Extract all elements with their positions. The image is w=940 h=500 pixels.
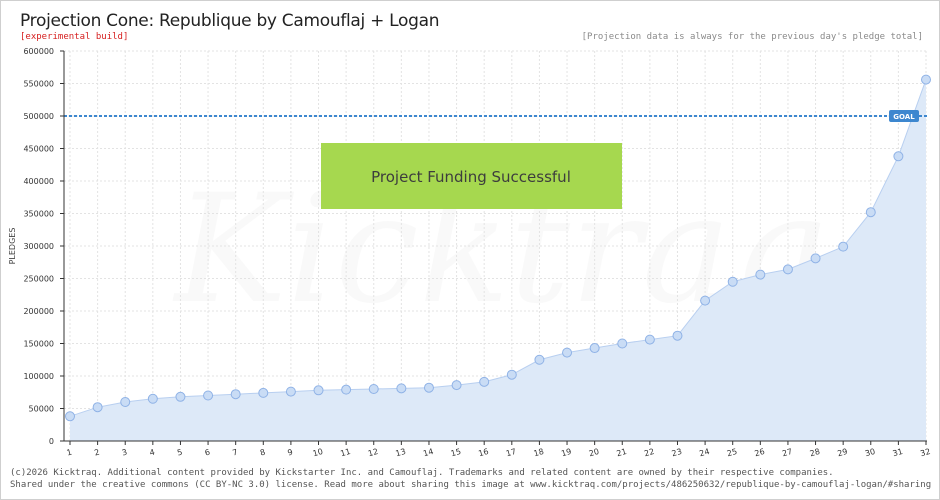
data-point bbox=[865, 207, 876, 218]
x-tick-label: 13 bbox=[395, 447, 407, 458]
x-tick-label: 1 bbox=[66, 448, 73, 458]
data-point bbox=[203, 390, 214, 401]
x-tick-label: 12 bbox=[367, 447, 379, 458]
pledge-area bbox=[70, 79, 926, 441]
y-tick-label: 50000 bbox=[29, 405, 54, 414]
x-tick-label: 30 bbox=[864, 447, 876, 458]
x-tick-label: 15 bbox=[450, 447, 462, 458]
data-point bbox=[893, 151, 904, 162]
y-tick-label: 100000 bbox=[23, 372, 54, 381]
data-point bbox=[589, 343, 600, 354]
data-point bbox=[230, 389, 241, 400]
projection-note: [Projection data is always for the previ… bbox=[581, 32, 923, 42]
data-point bbox=[285, 386, 296, 397]
x-tick-label: 9 bbox=[287, 448, 294, 458]
data-point bbox=[727, 276, 738, 287]
y-tick-label: 300000 bbox=[23, 242, 54, 251]
success-banner bbox=[321, 143, 622, 209]
data-point bbox=[147, 393, 158, 404]
x-tick-label: 19 bbox=[560, 447, 572, 458]
x-tick-label: 32 bbox=[919, 447, 931, 458]
y-tick-label: 400000 bbox=[23, 177, 54, 186]
data-point bbox=[534, 354, 545, 365]
goal-label: GOAL bbox=[893, 113, 915, 121]
x-tick-label: 25 bbox=[726, 447, 738, 458]
x-tick-label: 6 bbox=[204, 448, 211, 458]
x-tick-label: 17 bbox=[505, 447, 517, 458]
data-point bbox=[175, 391, 186, 402]
y-tick-label: 600000 bbox=[23, 47, 54, 56]
data-point bbox=[396, 383, 407, 394]
x-tick-label: 24 bbox=[698, 447, 710, 458]
data-point bbox=[479, 376, 490, 387]
chart-title: Projection Cone: Republique by Camouflaj… bbox=[20, 11, 440, 31]
copyright-footer: (c)2026 Kicktraq. Additional content pro… bbox=[10, 467, 931, 491]
y-tick-label: 500000 bbox=[23, 112, 54, 121]
footer-line-2: Shared under the creative commons (CC BY… bbox=[10, 480, 932, 490]
data-point bbox=[644, 334, 655, 345]
x-tick-label: 4 bbox=[149, 448, 156, 458]
x-tick-label: 14 bbox=[422, 447, 434, 458]
x-tick-label: 22 bbox=[643, 447, 655, 458]
x-tick-label: 26 bbox=[754, 447, 766, 458]
x-tick-label: 10 bbox=[312, 447, 324, 458]
y-tick-label: 0 bbox=[49, 437, 54, 446]
y-tick-label: 150000 bbox=[23, 340, 54, 349]
data-point bbox=[672, 330, 683, 341]
x-tick-label: 31 bbox=[892, 447, 904, 458]
y-tick-label: 200000 bbox=[23, 307, 54, 316]
x-tick-label: 8 bbox=[259, 448, 266, 458]
data-point bbox=[617, 338, 628, 349]
build-label: [experimental build] bbox=[20, 32, 129, 42]
y-tick-label: 550000 bbox=[23, 80, 54, 89]
x-tick-label: 2 bbox=[93, 448, 100, 458]
x-tick-label: 21 bbox=[616, 447, 628, 458]
data-point bbox=[341, 384, 352, 395]
x-tick-label: 29 bbox=[836, 447, 848, 458]
data-point bbox=[562, 347, 573, 358]
data-point bbox=[92, 402, 103, 413]
data-point bbox=[313, 385, 324, 396]
data-point bbox=[368, 384, 379, 394]
y-tick-label: 250000 bbox=[23, 275, 54, 284]
x-tick-label: 23 bbox=[671, 447, 683, 458]
y-axis-label: PLEDGES bbox=[8, 228, 17, 265]
footer-line-1: (c)2026 Kicktraq. Additional content pro… bbox=[10, 468, 834, 478]
data-point bbox=[258, 387, 269, 398]
x-tick-label: 7 bbox=[231, 448, 238, 458]
goal-badge bbox=[889, 110, 919, 122]
data-point bbox=[700, 295, 711, 306]
data-point bbox=[755, 269, 766, 280]
data-point bbox=[65, 411, 75, 422]
data-point bbox=[506, 369, 517, 380]
x-tick-label: 11 bbox=[339, 447, 351, 458]
data-point bbox=[451, 380, 462, 391]
data-point bbox=[838, 241, 849, 252]
x-tick-label: 3 bbox=[121, 448, 128, 458]
data-point bbox=[120, 397, 131, 407]
data-point bbox=[921, 74, 931, 85]
data-point bbox=[423, 382, 434, 393]
x-tick-label: 18 bbox=[533, 447, 545, 458]
data-point bbox=[810, 253, 821, 264]
y-tick-label: 350000 bbox=[23, 210, 54, 219]
data-point bbox=[782, 264, 793, 275]
x-tick-label: 20 bbox=[588, 447, 600, 458]
x-tick-label: 16 bbox=[477, 447, 489, 458]
y-tick-label: 450000 bbox=[23, 145, 54, 154]
success-banner-text: Project Funding Successful bbox=[371, 168, 571, 186]
x-tick-label: 27 bbox=[781, 447, 793, 458]
x-tick-label: 28 bbox=[809, 447, 821, 458]
x-tick-label: 5 bbox=[176, 448, 183, 458]
